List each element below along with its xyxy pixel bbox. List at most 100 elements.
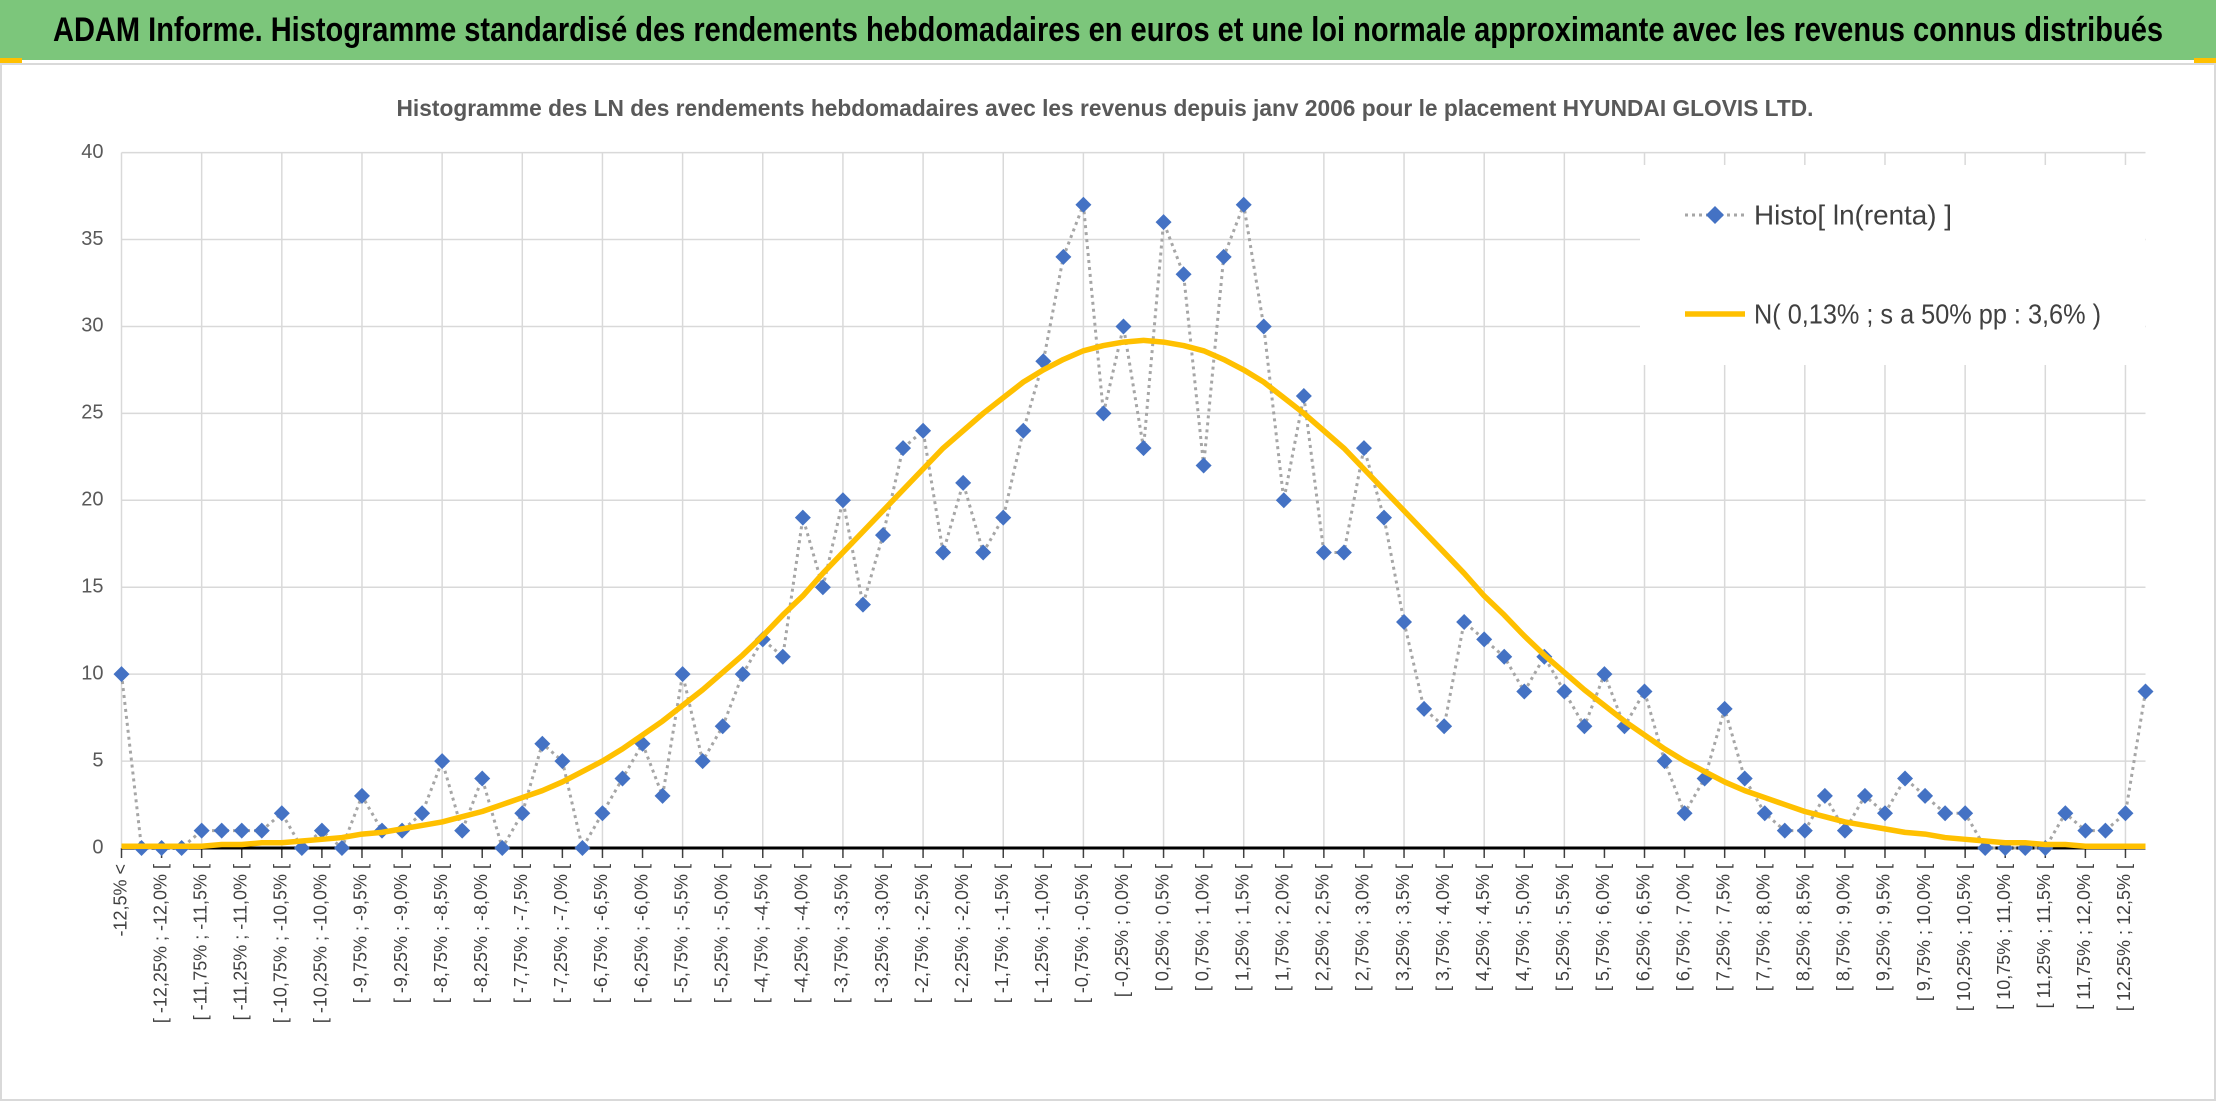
x-tick-label: [ -3,25% ; -3,0% [ (872, 864, 892, 1003)
data-point (1676, 805, 1693, 822)
data-point (834, 492, 851, 509)
data-point (554, 753, 571, 770)
data-point (1175, 266, 1192, 283)
x-tick-label: [ -6,25% ; -6,0% [ (631, 864, 651, 1003)
x-tick-label: [ 0,75% ; 1,0% [ (1192, 864, 1212, 991)
x-tick-label: [ -11,25% ; -11,0% [ (230, 864, 250, 1020)
page-title: ADAM Informe. Histogramme standardisé de… (53, 11, 2163, 49)
data-point (1957, 805, 1974, 822)
data-point (1456, 613, 1473, 630)
legend-label: Histo[ ln(renta) ] (1754, 199, 1952, 230)
header-bar (0, 0, 2216, 60)
x-tick-label: [ -8,25% ; -8,0% [ (471, 864, 491, 1003)
x-tick-label: [ 10,25% ; 10,5% [ (1954, 864, 1974, 1011)
data-point (434, 753, 451, 770)
data-point (313, 822, 330, 839)
data-point (1636, 683, 1653, 700)
x-tick-label: [ -4,25% ; -4,0% [ (792, 864, 812, 1003)
data-point (1796, 822, 1813, 839)
data-point (674, 666, 691, 683)
x-tick-label: [ 2,25% ; 2,5% [ (1313, 864, 1333, 991)
x-tick-label: [ 5,25% ; 5,5% [ (1553, 864, 1573, 991)
data-point (1295, 387, 1312, 404)
x-tick-label: [ 0,25% ; 0,5% [ (1152, 864, 1172, 991)
x-tick-label: [ 7,75% ; 8,0% [ (1753, 864, 1773, 991)
x-tick-label: [ 7,25% ; 7,5% [ (1713, 864, 1733, 991)
x-tick-label: [ 6,25% ; 6,5% [ (1633, 864, 1653, 991)
x-tick-label: [ -3,75% ; -3,5% [ (832, 864, 852, 1003)
data-point (1275, 492, 1292, 509)
x-tick-label: [ 9,25% ; 9,5% [ (1874, 864, 1894, 991)
data-point (1656, 753, 1673, 770)
data-point (113, 666, 130, 683)
x-tick-label: [ 9,75% ; 10,0% [ (1914, 864, 1934, 1001)
data-point (193, 822, 210, 839)
legend-box (1640, 165, 2145, 365)
data-point (955, 474, 972, 491)
data-point (1816, 787, 1833, 804)
x-tick-label: [ -10,25% ; -10,0% [ (311, 864, 331, 1023)
data-point (333, 840, 350, 856)
data-point (1355, 440, 1372, 457)
x-tick-label: [ 1,25% ; 1,5% [ (1232, 864, 1252, 991)
x-tick-label: [ -9,25% ; -9,0% [ (391, 864, 411, 1003)
x-tick-label: [ -5,75% ; -5,5% [ (671, 864, 691, 1003)
data-point (995, 509, 1012, 526)
corner-accent (2194, 58, 2216, 64)
data-point (614, 770, 631, 787)
data-point (514, 805, 531, 822)
x-tick-label: [ 10,75% ; 11,0% [ (1994, 864, 2014, 1010)
data-point (1756, 805, 1773, 822)
data-point (1897, 770, 1914, 787)
x-tick-label: [ 6,75% ; 7,0% [ (1673, 864, 1693, 991)
y-tick-label: 35 (81, 228, 103, 250)
legend-label: N( 0,13% ; s a 50% pp : 3,6% ) (1754, 298, 2101, 329)
data-point (1736, 770, 1753, 787)
data-point (534, 735, 551, 752)
corner-accent (0, 58, 22, 64)
y-tick-label: 5 (92, 749, 103, 771)
data-point (734, 666, 751, 683)
data-point (1396, 613, 1413, 630)
data-point (594, 805, 611, 822)
data-point (1416, 700, 1433, 717)
data-point (654, 787, 671, 804)
data-point (875, 527, 892, 544)
data-point (1516, 683, 1533, 700)
data-point (494, 840, 511, 856)
x-tick-label: [ 11,75% ; 12,0% [ (2074, 864, 2094, 1010)
x-tick-label: [ -9,75% ; -9,5% [ (351, 864, 371, 1003)
x-tick-label: [ 5,75% ; 6,0% [ (1593, 864, 1613, 991)
data-point (1836, 822, 1853, 839)
legend-marker (1706, 206, 1724, 224)
data-point (1937, 805, 1954, 822)
y-tick-label: 25 (81, 402, 103, 424)
data-point (1335, 544, 1352, 561)
y-tick-label: 40 (81, 141, 103, 163)
data-point (1115, 318, 1132, 335)
x-tick-label: [ 3,75% ; 4,0% [ (1433, 864, 1453, 991)
data-point (1596, 666, 1613, 683)
data-point (1195, 457, 1212, 474)
data-point (1255, 318, 1272, 335)
data-point (1155, 214, 1172, 231)
x-tick-label: [ -12,25% ; -12,0% [ (150, 864, 170, 1023)
data-point (1375, 509, 1392, 526)
data-point (1716, 700, 1733, 717)
x-tick-label: [ 8,25% ; 8,5% [ (1794, 864, 1814, 991)
data-point (2137, 683, 2154, 700)
data-point (975, 544, 992, 561)
data-point (1015, 422, 1032, 439)
x-tick-label: [ 8,75% ; 9,0% [ (1834, 864, 1854, 991)
data-point (774, 648, 791, 665)
data-point (2077, 822, 2094, 839)
data-point (213, 822, 230, 839)
data-point (1476, 631, 1493, 648)
data-point (814, 579, 831, 596)
x-tick-label: [ -0,25% ; 0,0% [ (1112, 864, 1132, 997)
data-point (1235, 196, 1252, 213)
data-point (1917, 787, 1934, 804)
data-point (1315, 544, 1332, 561)
